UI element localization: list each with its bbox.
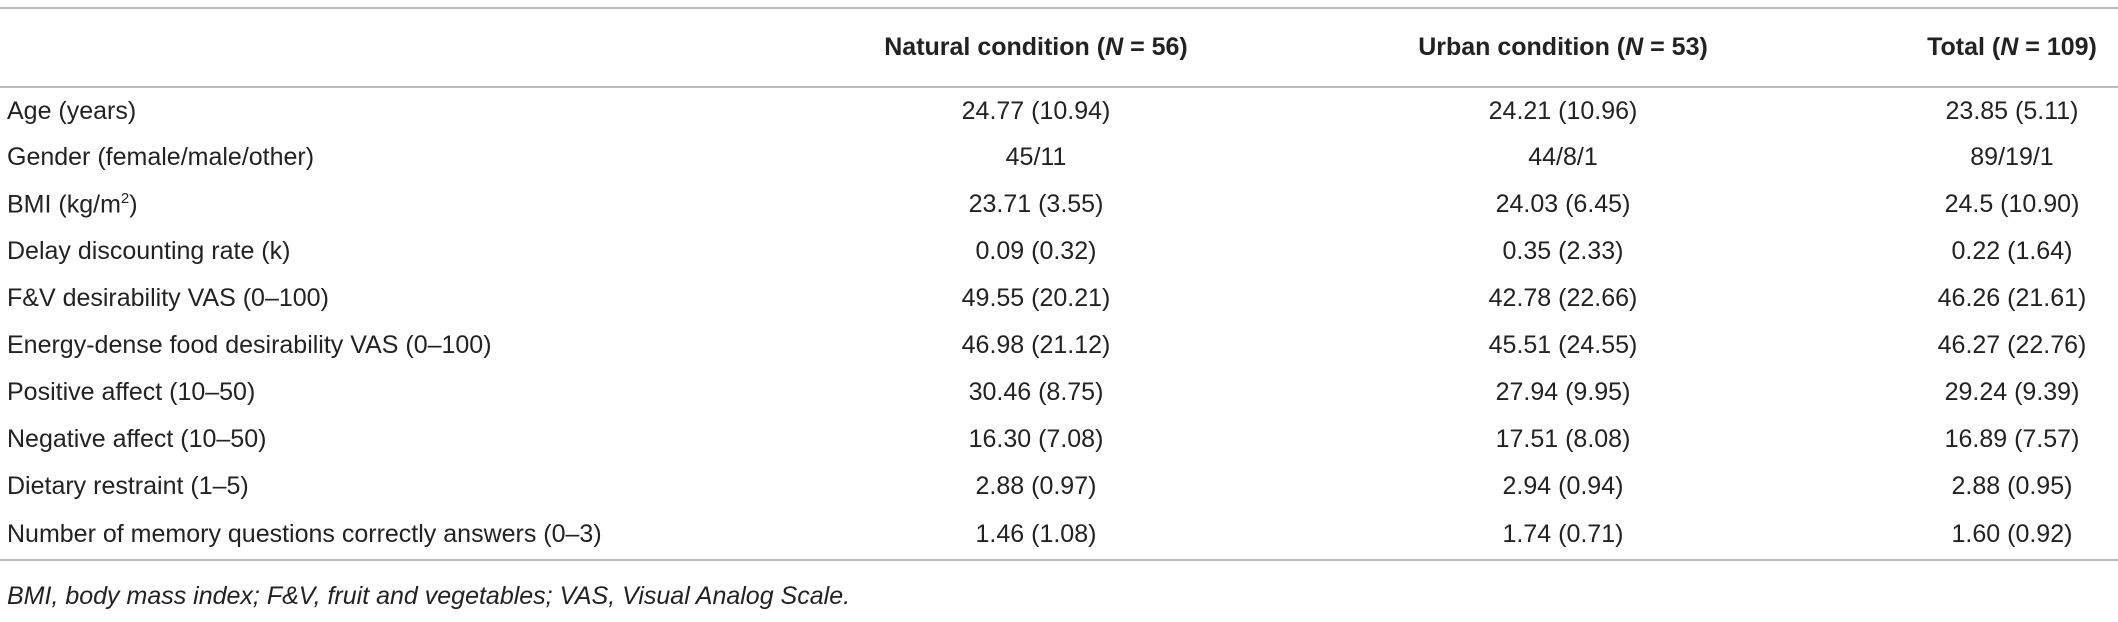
row-label: Number of memory questions correctly ans… xyxy=(0,510,780,561)
header-text: Urban condition ( xyxy=(1418,33,1626,61)
cell: 46.27 (22.76) xyxy=(1937,331,2087,359)
header-cell: Total (N = 109) xyxy=(1834,7,2118,88)
table-row: Positive affect (10–50) 30.46 (8.75) 27.94… xyxy=(0,369,2118,416)
cell: 27.94 (9.95) xyxy=(1495,378,1631,406)
cell: 2.88 (0.95) xyxy=(1951,472,2073,500)
cell: 24.77 (10.94) xyxy=(961,96,1111,125)
cell: 49.55 (20.21) xyxy=(961,284,1111,312)
cell: 0.22 (1.64) xyxy=(1951,237,2073,265)
header-text: = 109) xyxy=(2018,33,2097,61)
table-row: Energy-dense food desirability VAS (0–10… xyxy=(0,322,2118,369)
row-label: BMI (kg/m2) xyxy=(0,181,780,228)
cell: 2.94 (0.94) xyxy=(1502,472,1624,500)
cell: 1.74 (0.71) xyxy=(1292,510,1834,561)
cell: 24.21 (10.96) xyxy=(1488,96,1638,125)
row-label: Dietary restraint (1–5) xyxy=(7,472,249,500)
table-row: Delay discounting rate (k) 0.09 (0.32) 0.3… xyxy=(0,228,2118,275)
superscript: 2 xyxy=(120,189,130,207)
cell: 16.89 (7.57) xyxy=(1944,425,2080,453)
header-text: = 53) xyxy=(1643,33,1708,61)
footnote: BMI, body mass index; F&V, fruit and veg… xyxy=(7,582,851,610)
cell: 23.85 (5.11) xyxy=(1945,96,2079,125)
cell: 29.24 (9.39) xyxy=(1944,378,2080,406)
header-text: Total ( xyxy=(1927,33,2001,61)
header-cell: Natural condition (N = 56) xyxy=(780,7,1292,88)
row-label: Positive affect (10–50) xyxy=(7,378,256,406)
table-row: Negative affect (10–50) 16.30 (7.08) 17.51… xyxy=(0,416,2118,463)
table-row: BMI (kg/m2) 23.71 (3.55) 24.03 (6.45) 24.5 … xyxy=(0,181,2118,228)
header-cell: Urban condition (N = 53) xyxy=(1292,7,1834,88)
row-label: Negative affect (10–50) xyxy=(7,425,267,453)
header-row: Natural condition (N = 56) Urban conditio… xyxy=(0,7,2118,88)
header-italic: N xyxy=(1105,33,1124,61)
header-text: = 56) xyxy=(1123,33,1188,61)
table-body: Age (years) 24.77 (10.94) 24.21 (10.96) 23.… xyxy=(0,87,2118,561)
table-row: Gender (female/male/other) 45/11 44/8/1 89/… xyxy=(0,134,2118,181)
cell: 2.88 (0.97) xyxy=(975,472,1097,500)
header-italic: N xyxy=(2000,33,2019,61)
header-cell xyxy=(0,7,780,88)
cell: 44/8/1 xyxy=(1528,143,1598,171)
table-row: Number of memory questions correctly ans… xyxy=(0,510,2118,561)
cell: 30.46 (8.75) xyxy=(968,378,1104,406)
cell: 16.30 (7.08) xyxy=(968,425,1104,453)
cell: 45.51 (24.55) xyxy=(1488,331,1638,359)
table-header: Natural condition (N = 56) Urban conditio… xyxy=(0,7,2118,88)
table-row: Age (years) 24.77 (10.94) 24.21 (10.96) 23.… xyxy=(0,87,2118,134)
data-table: Natural condition (N = 56) Urban conditio… xyxy=(0,7,2118,561)
row-label: Gender (female/male/other) xyxy=(7,143,315,171)
header-italic: N xyxy=(1625,33,1644,61)
cell: 89/19/1 xyxy=(1970,143,2054,171)
row-label: Energy-dense food desirability VAS (0–10… xyxy=(7,331,492,359)
header-text: Natural condition ( xyxy=(884,33,1106,61)
cell: 23.71 (3.55) xyxy=(968,190,1104,218)
cell: 0.35 (2.33) xyxy=(1502,237,1624,265)
cell: 24.5 (10.90) xyxy=(1944,190,2080,218)
cell: 46.98 (21.12) xyxy=(961,331,1111,359)
table-row: F&V desirability VAS (0–100) 49.55 (20.21… xyxy=(0,275,2118,322)
cell: 42.78 (22.66) xyxy=(1488,284,1638,312)
label-text: BMI (kg/m xyxy=(7,190,121,219)
cell: 45/11 xyxy=(1005,143,1067,171)
row-label: Delay discounting rate (k) xyxy=(7,237,291,265)
cell: 0.09 (0.32) xyxy=(975,237,1097,265)
row-label: Age (years) xyxy=(7,96,137,125)
table-row: Dietary restraint (1–5) 2.88 (0.97) 2.94 (… xyxy=(0,463,2118,510)
cell: 1.46 (1.08) xyxy=(780,510,1292,561)
label-text: ) xyxy=(129,190,138,219)
cell: 1.60 (0.92) xyxy=(1834,510,2118,561)
cell: 24.03 (6.45) xyxy=(1495,190,1631,218)
cell: 46.26 (21.61) xyxy=(1937,284,2087,312)
cell: 17.51 (8.08) xyxy=(1495,425,1631,453)
row-label: F&V desirability VAS (0–100) xyxy=(7,284,329,312)
